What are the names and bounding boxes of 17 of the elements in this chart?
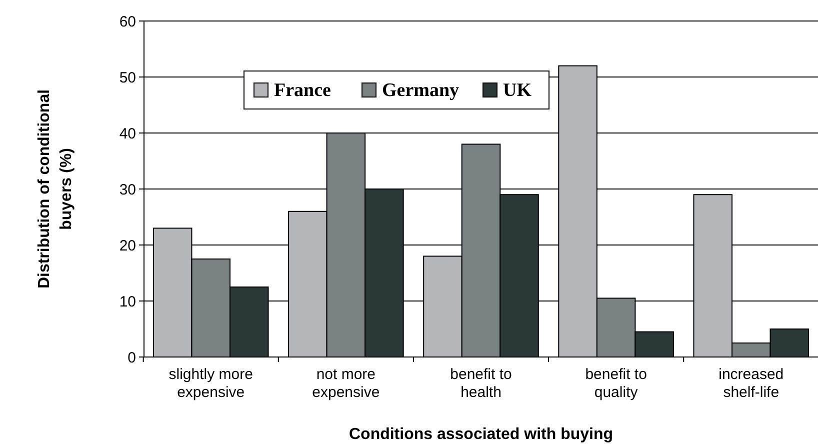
- y-tick-label: 40: [119, 125, 136, 142]
- y-axis-title: Distribution of conditional buyers (%): [36, 89, 75, 289]
- x-axis-title: Conditions associated with buying: [348, 426, 614, 443]
- x-tick-label: increased shelf-life: [718, 366, 784, 401]
- x-tick-label: benefit to health: [450, 366, 512, 401]
- y-tick-label: 30: [119, 181, 136, 198]
- legend-label: UK: [503, 80, 532, 101]
- x-tick-label: slightly more expensive: [168, 366, 253, 401]
- y-tick-label: 50: [119, 69, 136, 86]
- y-tick-label: 0: [128, 349, 136, 366]
- x-tick-label: benefit to quality: [585, 366, 647, 401]
- y-tick-label: 20: [119, 237, 136, 254]
- x-tick-label: not more expensive: [312, 366, 380, 401]
- y-tick-label: 60: [119, 13, 136, 30]
- legend-label: Germany: [382, 80, 460, 101]
- legend-label: France: [274, 80, 331, 101]
- y-tick-label: 10: [119, 293, 136, 310]
